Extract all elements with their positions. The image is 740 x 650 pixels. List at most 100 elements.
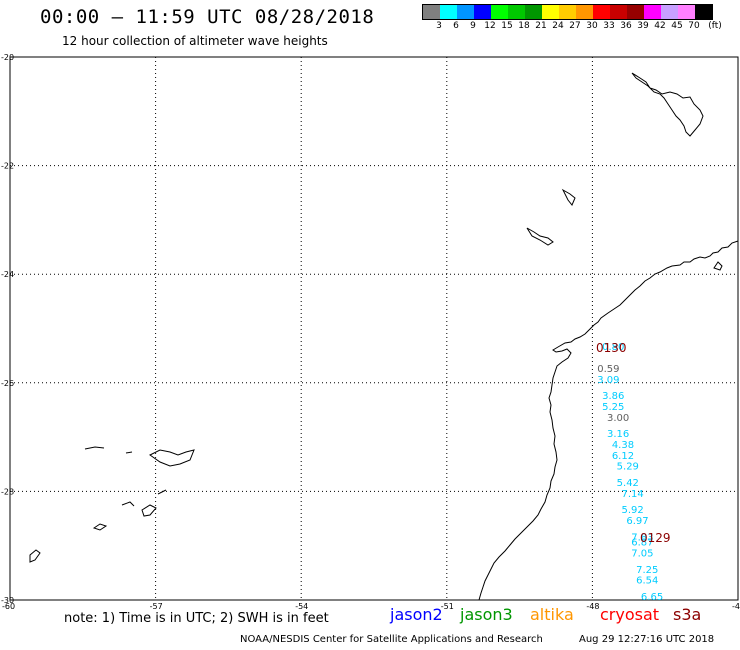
swh-value-label: 5.42 bbox=[617, 478, 639, 489]
color-legend: 3 6 9 12 15 18 21 24 27 30 33 36 39 42 45 70 (ft) bbox=[422, 4, 722, 32]
swh-value-label: 7.14 bbox=[622, 489, 644, 500]
lat-labels: -20 -22 -24 -26 -28 -30 bbox=[1, 53, 14, 605]
footer-timestamp: Aug 29 12:27:16 UTC 2018 bbox=[579, 634, 715, 645]
swh-value-label: 6.54 bbox=[636, 576, 658, 587]
island-9 bbox=[157, 489, 167, 495]
legend-swatch bbox=[491, 5, 508, 19]
swh-value-label: 6.65 bbox=[641, 592, 663, 603]
legend-swatch bbox=[661, 5, 678, 19]
legend-tick-label: 18 bbox=[518, 21, 530, 31]
legend-swatch bbox=[678, 5, 695, 19]
legend-labels: 3 6 9 12 15 18 21 24 27 30 33 36 39 42 45 70 (ft) bbox=[422, 20, 722, 32]
lat-tick-label: -30 bbox=[1, 596, 14, 605]
legend-swatch bbox=[576, 5, 593, 19]
legend-tick-label: 27 bbox=[569, 21, 581, 31]
legend-swatch bbox=[457, 5, 474, 19]
legend-swatch bbox=[542, 5, 559, 19]
legend-swatch bbox=[644, 5, 661, 19]
legend-unit: (ft) bbox=[708, 21, 722, 31]
lon-tick-label: -51 bbox=[441, 602, 454, 611]
legend-swatch bbox=[508, 5, 525, 19]
legend-tick-label: 45 bbox=[671, 21, 683, 31]
coastline bbox=[29, 72, 739, 601]
island-5 bbox=[29, 549, 41, 563]
lat-tick-label: -22 bbox=[1, 162, 14, 171]
lagoon-coast bbox=[713, 261, 723, 271]
swh-value-label: 7.05 bbox=[631, 549, 653, 560]
legend-tick-label: 24 bbox=[552, 21, 564, 31]
legend-swatch bbox=[440, 5, 457, 19]
island-3 bbox=[141, 504, 157, 517]
legend-tick-label: 15 bbox=[501, 21, 513, 31]
lat-tick-label: -24 bbox=[1, 270, 14, 279]
lake-2 bbox=[526, 227, 554, 246]
swh-observations: 0.80 0.593.09 3.865.253.00 3.164.386.125.29… bbox=[597, 342, 663, 603]
legend-tick-label: 33 bbox=[603, 21, 615, 31]
swh-value-label: 5.25 bbox=[602, 402, 624, 413]
grid-lines bbox=[10, 57, 738, 600]
swh-value-label: 0.80 bbox=[602, 342, 624, 353]
lon-tick-label: -60 bbox=[2, 602, 15, 611]
legend-tick-label: 9 bbox=[470, 21, 476, 31]
swh-value-label: 3.09 bbox=[597, 375, 619, 386]
lat-tick-label: -26 bbox=[1, 379, 14, 388]
legend-swatch bbox=[593, 5, 610, 19]
swh-value-label: 3.00 bbox=[607, 413, 629, 424]
legend-swatch bbox=[559, 5, 576, 19]
legend-tick-label: 6 bbox=[453, 21, 459, 31]
legend-swatch bbox=[610, 5, 627, 19]
island-7 bbox=[125, 451, 133, 454]
lat-tick-label: -28 bbox=[1, 487, 14, 496]
legend-tick-label: 12 bbox=[484, 21, 496, 31]
swh-value-label: 7.83 bbox=[631, 532, 653, 543]
page-title: 00:00 – 11:59 UTC 08/28/2018 bbox=[40, 6, 375, 28]
lon-tick-label: -54 bbox=[295, 602, 308, 611]
swh-value-label: 6.12 bbox=[612, 451, 634, 462]
satellite-altika: altika bbox=[530, 605, 574, 624]
page-subtitle: 12 hour collection of altimeter wave hei… bbox=[62, 34, 328, 48]
frame bbox=[9, 56, 739, 601]
legend-tick-label: 70 bbox=[688, 21, 700, 31]
legend-swatch bbox=[525, 5, 542, 19]
satellite-s3a: s3a bbox=[673, 605, 702, 624]
island-2 bbox=[149, 449, 195, 467]
pass-label-0130: 0130 bbox=[596, 341, 627, 355]
swh-value-label: 4.38 bbox=[612, 440, 634, 451]
legend-swatch bbox=[627, 5, 644, 19]
island-4 bbox=[92, 523, 108, 531]
legend-swatch bbox=[474, 5, 491, 19]
legend-swatch bbox=[695, 5, 712, 19]
satellite-jason3: jason3 bbox=[460, 605, 513, 624]
satellite-cryosat: cryosat bbox=[600, 605, 660, 624]
legend-tick-label: 39 bbox=[637, 21, 649, 31]
swh-value-label: 5.92 bbox=[622, 505, 644, 516]
swh-value-label: 0.59 bbox=[597, 364, 619, 375]
lon-tick-label: -45 bbox=[732, 602, 740, 611]
island-8 bbox=[121, 501, 135, 507]
brazil-coastline bbox=[478, 240, 739, 601]
swh-value-label: 3.86 bbox=[602, 391, 624, 402]
legend-color-bar bbox=[422, 4, 713, 20]
footer-note: note: 1) Time is in UTC; 2) SWH is in fe… bbox=[64, 611, 329, 626]
island-6 bbox=[84, 446, 105, 450]
lat-tick-label: -20 bbox=[1, 53, 14, 62]
pass-label-0129: 0129 bbox=[640, 531, 671, 545]
satellite-jason2: jason2 bbox=[390, 605, 443, 624]
legend-tick-label: 36 bbox=[620, 21, 632, 31]
lake-1 bbox=[561, 188, 576, 206]
island-1 bbox=[631, 72, 704, 137]
swh-value-label: 7.25 bbox=[636, 565, 658, 576]
lon-labels: -60 -57 -54 -51 -48 -45 bbox=[2, 602, 740, 611]
swh-value-label: 6.97 bbox=[626, 516, 648, 527]
pass-labels: 0130 0129 bbox=[596, 341, 671, 545]
lon-tick-label: -57 bbox=[150, 602, 163, 611]
legend-tick-label: 42 bbox=[654, 21, 666, 31]
legend-swatch bbox=[423, 5, 440, 19]
legend-tick-label: 21 bbox=[535, 21, 547, 31]
swh-value-label: 3.16 bbox=[607, 429, 629, 440]
swh-value-label: 6.87 bbox=[631, 538, 653, 549]
swh-value-label: 5.29 bbox=[617, 462, 639, 473]
legend-tick-label: 3 bbox=[436, 21, 442, 31]
footer-credit: NOAA/NESDIS Center for Satellite Applica… bbox=[240, 634, 543, 645]
